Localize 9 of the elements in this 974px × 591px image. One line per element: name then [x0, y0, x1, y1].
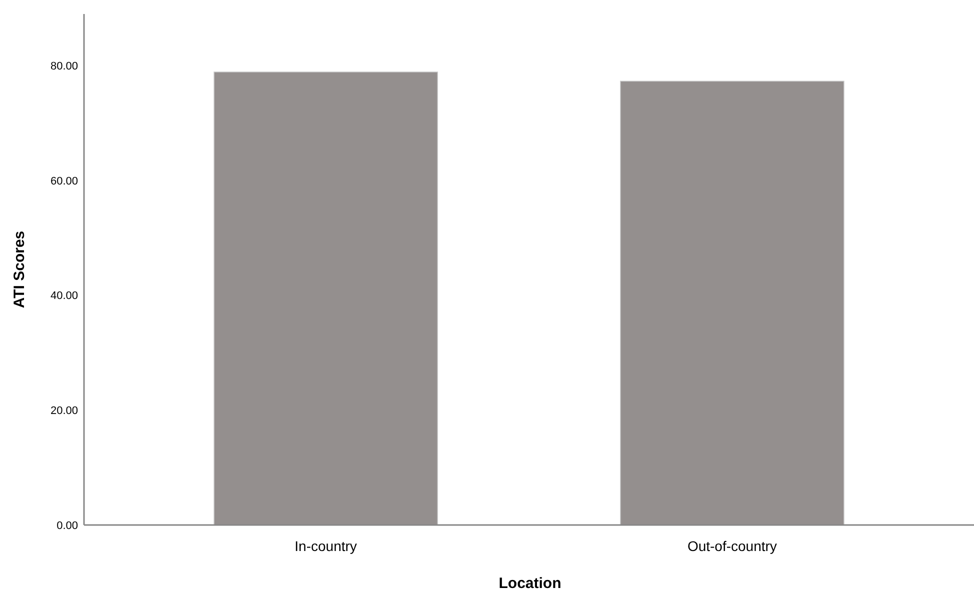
y-tick-label: 20.00	[50, 405, 78, 418]
y-tick-label: 60.00	[50, 175, 78, 188]
y-tick-label: 40.00	[50, 290, 78, 302]
y-tick-label: 0.00	[56, 520, 78, 532]
y-axis-title: ATI Scores	[11, 230, 28, 308]
y-tick-label: 80.00	[50, 60, 78, 73]
x-axis-title: Location	[498, 575, 562, 591]
x-tick-label: Out-of-country	[687, 538, 777, 554]
x-tick-label: In-country	[294, 538, 357, 554]
